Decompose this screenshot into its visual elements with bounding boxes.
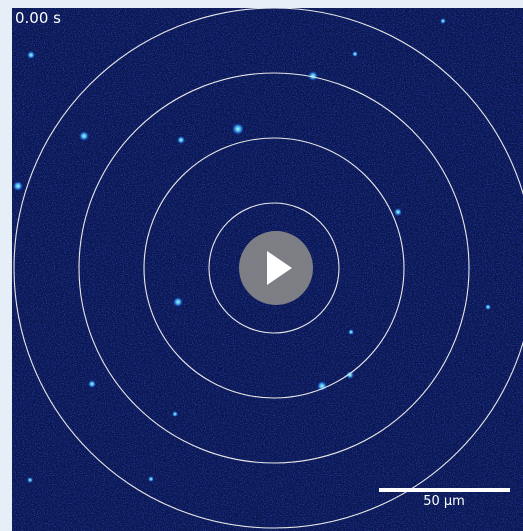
play-button[interactable] [239,231,313,305]
scale-bar-label: 50 µm [423,494,465,509]
page: 0.00 s 50 µm (() => { const data = JSON.… [0,0,523,531]
video-player: 0.00 s 50 µm [0,0,523,531]
timestamp: 0.00 s [15,9,61,27]
scale-bar [379,488,510,492]
